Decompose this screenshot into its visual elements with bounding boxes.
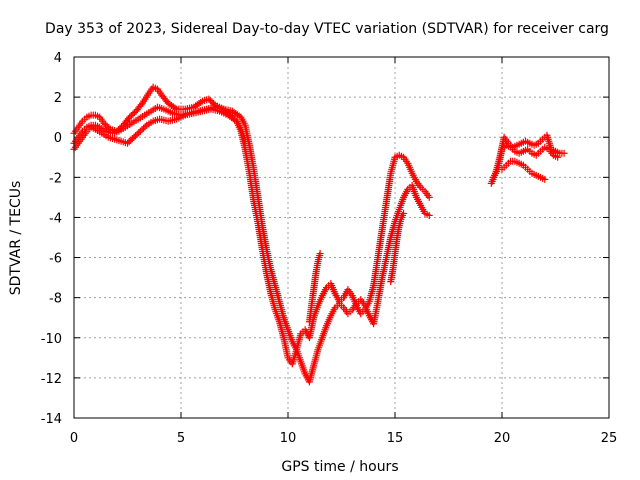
data-point	[206, 97, 214, 105]
data-point	[140, 124, 148, 132]
y-tick-label: -6	[49, 252, 62, 267]
data-point	[425, 211, 433, 219]
data-point	[197, 98, 205, 106]
data-point	[128, 135, 136, 143]
x-tick-label: 0	[70, 431, 78, 446]
series-track-b	[70, 103, 433, 386]
y-tick-label: -8	[49, 292, 62, 307]
data-point	[541, 175, 549, 183]
data-point	[241, 137, 249, 145]
data-point	[126, 113, 134, 121]
data-point	[133, 130, 141, 138]
y-tick-label: 4	[54, 51, 62, 66]
data-point	[127, 112, 135, 120]
data-point	[560, 149, 568, 157]
data-point	[208, 98, 216, 106]
grid	[74, 57, 609, 418]
data-point	[205, 95, 213, 103]
chart-title: Day 353 of 2023, Sidereal Day-to-day VTE…	[45, 21, 609, 37]
y-tick-label: -4	[49, 211, 62, 226]
x-tick-label: 15	[387, 431, 404, 446]
data-points	[70, 83, 568, 386]
data-point	[135, 129, 143, 137]
series-track-g	[489, 141, 562, 181]
data-point	[124, 139, 131, 147]
series-track-e	[387, 209, 408, 286]
data-point	[100, 119, 108, 127]
x-tick-label: 10	[280, 431, 297, 446]
data-point	[554, 153, 562, 161]
y-axis-label: SDTVAR / TECUs	[8, 181, 24, 296]
data-point	[125, 138, 133, 146]
series-track-h	[498, 157, 549, 183]
data-point	[137, 101, 145, 109]
data-point	[130, 133, 138, 141]
plot-frame	[73, 56, 610, 419]
series-track-c	[70, 105, 249, 153]
x-tick-label: 25	[601, 431, 618, 446]
data-point	[141, 123, 149, 131]
y-tick-label: -10	[41, 332, 62, 347]
x-tick-label: 20	[494, 431, 511, 446]
y-tick-label: -2	[49, 171, 62, 186]
series-track-a	[70, 83, 433, 368]
series-track-d	[305, 250, 324, 326]
data-point	[102, 121, 110, 129]
data-point	[425, 193, 433, 201]
data-point	[103, 122, 111, 130]
data-point	[127, 136, 135, 144]
y-tick-label: 0	[54, 131, 62, 146]
y-tick-label: 2	[54, 91, 62, 106]
data-point	[316, 250, 324, 258]
data-point	[129, 110, 137, 118]
y-tick-label: -14	[41, 412, 62, 427]
data-point	[400, 209, 408, 217]
y-tick-label: -12	[41, 372, 62, 387]
x-tick-label: 5	[177, 431, 185, 446]
data-point	[136, 127, 144, 135]
data-point	[138, 126, 146, 134]
x-axis-label: GPS time / hours	[281, 459, 398, 475]
data-point	[132, 132, 140, 140]
